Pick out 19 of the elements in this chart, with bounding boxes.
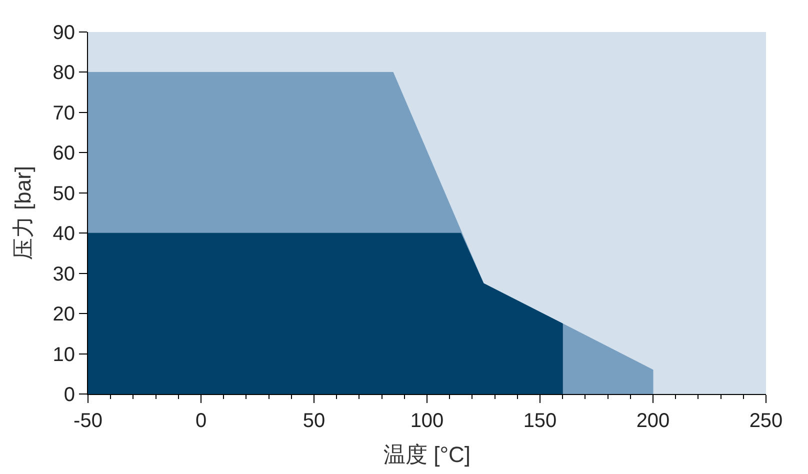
x-tick-label: 0 <box>195 410 207 432</box>
x-tick-label: 100 <box>410 410 444 432</box>
x-axis-title: 温度 [°C] <box>383 442 471 467</box>
x-tick-label: 150 <box>523 410 557 432</box>
y-tick-label: 50 <box>52 182 75 205</box>
x-tick-label: 50 <box>302 410 326 432</box>
y-tick-label: 0 <box>64 384 75 406</box>
y-tick-label: 60 <box>52 142 75 165</box>
y-tick-label: 70 <box>52 102 75 124</box>
y-tick-label: 90 <box>52 22 75 44</box>
x-tick-label: 250 <box>749 410 783 432</box>
y-tick-label: 20 <box>52 304 75 326</box>
y-tick-label: 40 <box>52 223 75 246</box>
y-axis-title: 压力 [bar] <box>10 166 36 260</box>
x-tick-label: -50 <box>74 410 102 432</box>
y-tick-label: 80 <box>52 62 75 84</box>
y-tick-label: 10 <box>52 344 75 366</box>
y-tick-label: 30 <box>52 263 75 286</box>
x-tick-label: 200 <box>636 410 670 432</box>
